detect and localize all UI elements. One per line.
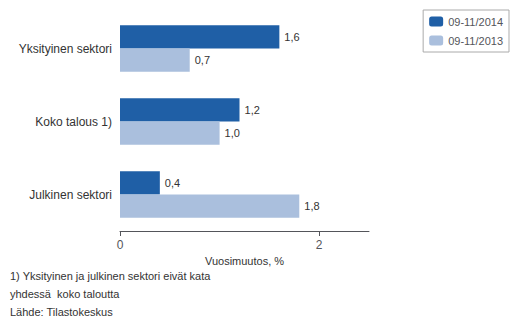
svg-text:0,7: 0,7 <box>195 54 210 66</box>
svg-text:Julkinen sektori: Julkinen sektori <box>29 188 112 202</box>
svg-text:1,0: 1,0 <box>225 127 240 139</box>
svg-text:1,6: 1,6 <box>284 31 299 43</box>
svg-text:09-11/2014: 09-11/2014 <box>448 16 503 28</box>
svg-text:09-11/2013: 09-11/2013 <box>448 35 503 47</box>
svg-text:Vuosimuutos, %: Vuosimuutos, % <box>205 255 284 267</box>
svg-text:0: 0 <box>117 238 124 252</box>
svg-text:1) Yksityinen ja julkinen sekt: 1) Yksityinen ja julkinen sektori eivät … <box>10 270 211 282</box>
svg-text:yhdessä koko taloutta: yhdessä koko taloutta <box>10 288 120 300</box>
svg-text:2: 2 <box>316 238 323 252</box>
svg-text:Koko talous 1): Koko talous 1) <box>35 115 112 129</box>
svg-text:1,8: 1,8 <box>304 200 319 212</box>
svg-text:Lähde: Tilastokeskus: Lähde: Tilastokeskus <box>10 306 113 318</box>
svg-text:1,2: 1,2 <box>245 104 260 116</box>
svg-text:Yksityinen sektori: Yksityinen sektori <box>19 42 112 56</box>
svg-text:0,4: 0,4 <box>165 177 180 189</box>
